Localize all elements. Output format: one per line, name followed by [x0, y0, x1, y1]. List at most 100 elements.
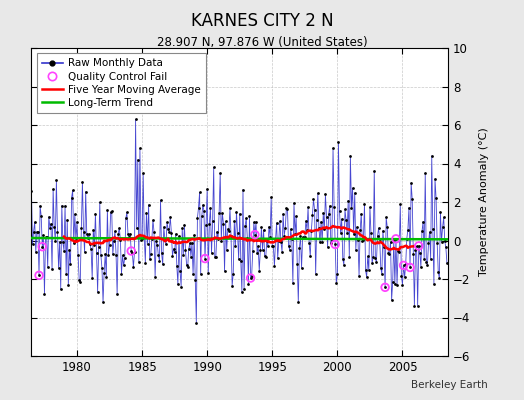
Point — [173, 281, 182, 288]
Point — [294, 299, 302, 305]
Point — [167, 230, 176, 236]
Point — [28, 241, 37, 248]
Point — [118, 252, 127, 259]
Point — [388, 279, 397, 285]
Point — [233, 230, 242, 237]
Point — [151, 274, 159, 280]
Point — [153, 241, 161, 248]
Point — [35, 272, 43, 278]
Point — [208, 250, 216, 256]
Point — [162, 241, 170, 247]
Point — [408, 196, 417, 202]
Point — [177, 283, 185, 290]
Point — [51, 238, 60, 244]
Point — [440, 214, 448, 220]
Point — [83, 231, 91, 237]
Point — [250, 232, 259, 238]
Point — [366, 204, 374, 210]
Point — [201, 255, 209, 262]
Point — [413, 302, 422, 309]
Point — [223, 247, 231, 254]
Point — [101, 251, 110, 258]
Point — [123, 209, 131, 216]
Point — [364, 253, 372, 260]
Point — [289, 280, 297, 286]
Point — [194, 205, 203, 211]
Point — [160, 224, 168, 230]
Point — [46, 224, 54, 231]
Point — [255, 268, 264, 274]
Point — [42, 234, 51, 240]
Point — [261, 253, 270, 260]
Point — [334, 139, 343, 146]
Point — [234, 256, 243, 262]
Point — [331, 241, 340, 248]
Point — [69, 187, 77, 194]
Point — [287, 226, 295, 232]
Point — [159, 261, 167, 268]
Point — [39, 232, 48, 238]
Point — [211, 253, 219, 260]
Point — [379, 228, 387, 234]
Point — [274, 255, 282, 262]
Point — [348, 185, 357, 191]
Point — [38, 244, 47, 250]
Point — [201, 255, 209, 262]
Point — [252, 219, 260, 225]
Point — [126, 231, 134, 237]
Point — [296, 233, 304, 239]
Point — [147, 251, 155, 258]
Point — [416, 249, 424, 256]
Point — [148, 236, 156, 242]
Point — [228, 282, 236, 289]
Point — [161, 236, 169, 242]
Point — [52, 177, 61, 184]
Point — [45, 214, 53, 220]
Point — [368, 260, 376, 266]
Point — [414, 243, 423, 249]
Point — [419, 218, 427, 225]
Point — [235, 210, 244, 217]
Point — [136, 145, 144, 151]
Point — [114, 230, 123, 237]
Text: 28.907 N, 97.876 W (United States): 28.907 N, 97.876 W (United States) — [157, 36, 367, 49]
Point — [142, 209, 150, 216]
Point — [363, 274, 371, 280]
Point — [184, 246, 193, 252]
Point — [304, 204, 312, 210]
Point — [146, 256, 154, 262]
Point — [358, 238, 366, 245]
Point — [141, 260, 149, 266]
Point — [193, 215, 202, 221]
Point — [291, 231, 299, 238]
Point — [387, 297, 396, 303]
Point — [302, 218, 310, 224]
Point — [113, 291, 122, 298]
Point — [103, 207, 112, 213]
Point — [258, 246, 267, 253]
Text: Berkeley Earth: Berkeley Earth — [411, 380, 487, 390]
Point — [406, 264, 414, 271]
Point — [168, 252, 177, 259]
Point — [277, 239, 285, 245]
Point — [183, 264, 192, 271]
Point — [435, 275, 443, 282]
Point — [105, 242, 114, 249]
Point — [244, 281, 253, 287]
Point — [431, 176, 439, 182]
Point — [264, 243, 272, 250]
Point — [310, 206, 319, 213]
Point — [89, 227, 97, 233]
Point — [336, 230, 345, 236]
Point — [218, 210, 226, 217]
Point — [402, 236, 411, 242]
Point — [154, 252, 162, 259]
Point — [305, 240, 313, 246]
Point — [321, 191, 330, 198]
Point — [121, 255, 129, 262]
Point — [195, 189, 204, 196]
Point — [315, 225, 323, 231]
Point — [135, 258, 143, 265]
Point — [166, 214, 174, 220]
Point — [418, 228, 426, 234]
